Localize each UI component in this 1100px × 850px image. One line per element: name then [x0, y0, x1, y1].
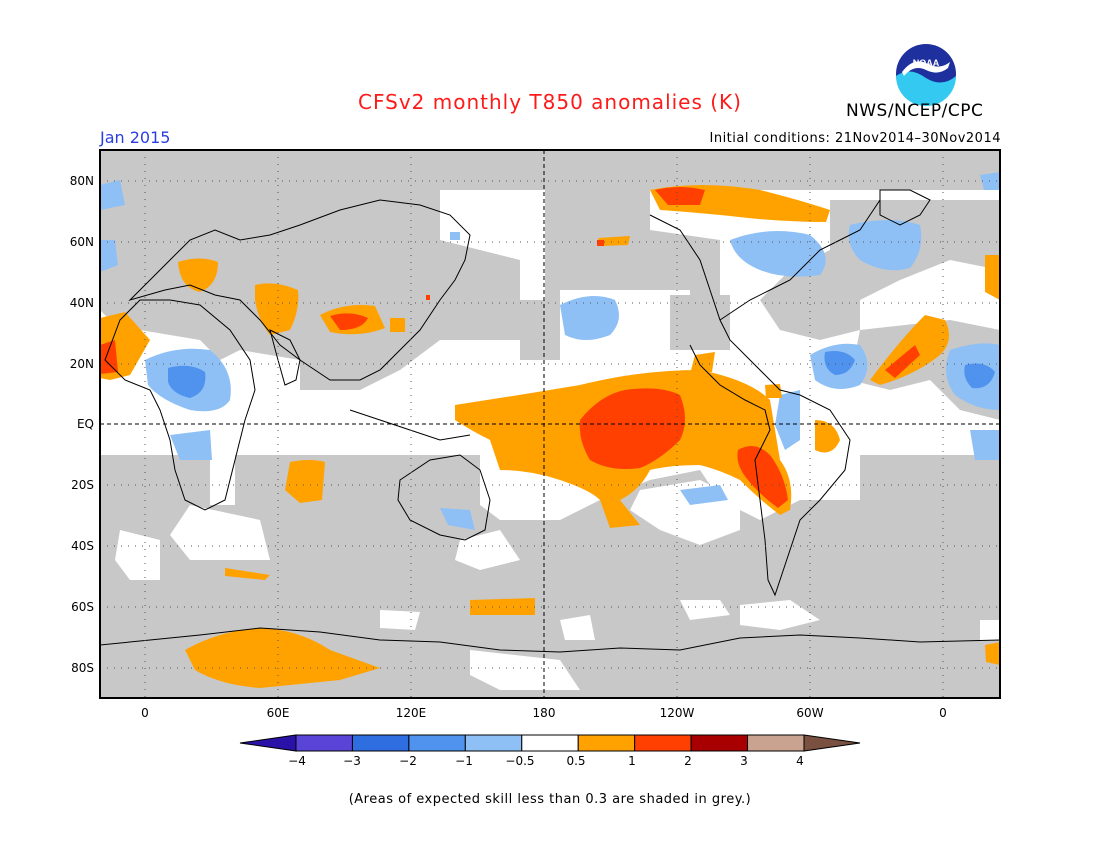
- lon-label-120w: 120W: [659, 706, 695, 720]
- colorbar-swatch: [408, 734, 466, 752]
- lat-label-80n: 80N: [69, 174, 94, 188]
- lat-label-40s: 40S: [71, 539, 94, 553]
- colorbar: [239, 734, 861, 752]
- low-skill-mask: [100, 150, 1000, 698]
- colorbar-swatch: [295, 734, 353, 752]
- colorbar-label: −1: [455, 754, 473, 768]
- lat-label-eq: EQ: [76, 417, 94, 431]
- lon-label-60w: 60W: [796, 706, 824, 720]
- noaa-logo-icon: NOAA: [896, 44, 956, 106]
- lat-label-20s: 20S: [71, 478, 94, 492]
- lon-label-180: 180: [532, 706, 556, 720]
- skill-footnote: (Areas of expected skill less than 0.3 a…: [348, 792, 752, 807]
- colorbar-swatch: [521, 734, 579, 752]
- org-label: NWS/NCEP/CPC: [846, 101, 984, 121]
- lat-label-60s: 60S: [71, 600, 94, 614]
- lon-label-0-west: 0: [141, 706, 149, 720]
- colorbar-label: 1: [628, 754, 636, 768]
- lon-label-120e: 120E: [395, 706, 427, 720]
- colorbar-swatch: [577, 734, 636, 752]
- colorbar-label: 0.5: [566, 754, 586, 768]
- coastlines: [100, 189, 1000, 653]
- colorbar-swatch: [803, 734, 861, 752]
- lat-label-40n: 40N: [69, 296, 94, 310]
- colorbar-swatch: [747, 734, 805, 752]
- colorbar-swatch: [464, 734, 523, 752]
- colorbar-swatch: [690, 734, 749, 752]
- strong-negative-anomalies: [168, 351, 995, 398]
- colorbar-label: −0.5: [505, 754, 535, 768]
- forecast-month: Jan 2015: [100, 128, 171, 147]
- colorbar-swatch: [351, 734, 410, 752]
- colorbar-label: 3: [740, 754, 748, 768]
- lat-label-20n: 20N: [69, 357, 94, 371]
- colorbar-label: −2: [399, 754, 417, 768]
- graticule: [100, 150, 1000, 698]
- lon-label-0-east: 0: [939, 706, 947, 720]
- lat-label-60n: 60N: [69, 235, 94, 249]
- lon-label-60e: 60E: [266, 706, 290, 720]
- strong-positive-anomalies: [100, 187, 920, 508]
- colorbar-swatch: [634, 734, 692, 752]
- initial-conditions: Initial conditions: 21Nov2014–30Nov2014: [709, 131, 1001, 146]
- chart-title: CFSv2 monthly T850 anomalies (K): [358, 90, 742, 114]
- map-frame: [99, 149, 1001, 699]
- colorbar-swatch: [239, 734, 297, 752]
- svg-text:NOAA: NOAA: [913, 58, 940, 68]
- colorbar-label: 2: [684, 754, 692, 768]
- lat-label-80s: 80S: [71, 661, 94, 675]
- colorbar-label: 4: [796, 754, 804, 768]
- colorbar-label: −3: [343, 754, 361, 768]
- colorbar-label: −4: [288, 754, 306, 768]
